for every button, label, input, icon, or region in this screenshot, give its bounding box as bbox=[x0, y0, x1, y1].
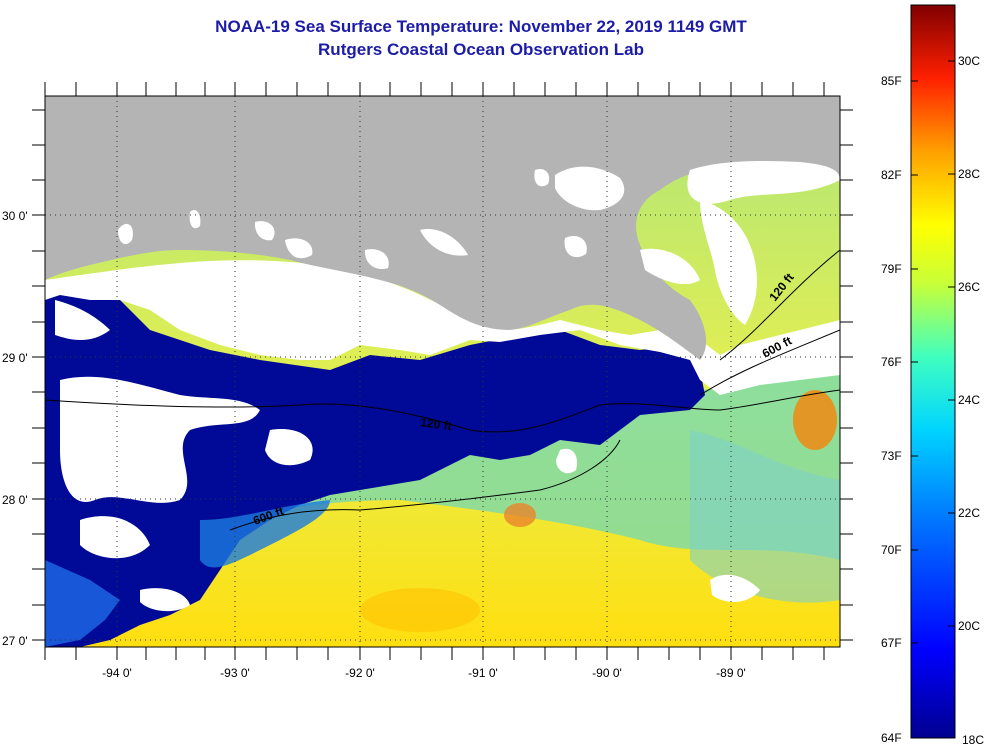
breton-sound bbox=[700, 200, 757, 325]
map-title: NOAA-19 Sea Surface Temperature: Novembe… bbox=[215, 17, 747, 36]
contour-600ft-south bbox=[229, 439, 621, 531]
transition-zone-east bbox=[690, 430, 840, 603]
colorbar-c-20: 20C bbox=[958, 619, 981, 633]
cold-water-sw bbox=[45, 560, 120, 647]
lat-label-30: 30 0' bbox=[2, 209, 28, 223]
inland-lake-mid bbox=[254, 221, 275, 241]
inland-lake-center bbox=[364, 249, 389, 270]
lat-label-29: 29 0' bbox=[2, 351, 28, 365]
lat-label-28: 28 0' bbox=[2, 493, 28, 507]
land-louisiana bbox=[45, 96, 840, 360]
lon-label-94: -94 0' bbox=[102, 666, 132, 680]
colorbar-c-28: 28C bbox=[958, 167, 981, 181]
map-frame bbox=[44, 95, 841, 648]
tick-marks bbox=[32, 82, 853, 660]
lon-label-93: -93 0' bbox=[220, 666, 250, 680]
contour-120ft-east bbox=[719, 249, 840, 361]
colorbar-f-85: 85F bbox=[881, 74, 902, 88]
colorbar-c-24: 24C bbox=[958, 393, 981, 407]
colorbar-f-67: 67F bbox=[881, 636, 902, 650]
colorbar bbox=[910, 4, 956, 739]
transition-zone bbox=[45, 375, 840, 580]
lake-pontchartrain bbox=[555, 166, 625, 211]
cloud-patch-s bbox=[140, 588, 190, 612]
colorbar-f-82: 82F bbox=[881, 168, 902, 182]
contour-120ft-west bbox=[45, 389, 840, 433]
colorbar-f-73: 73F bbox=[881, 449, 902, 463]
colorbar-f-64: 64F bbox=[881, 731, 902, 745]
cloud-patch-sw bbox=[80, 516, 150, 559]
cloud-band-north bbox=[45, 260, 840, 395]
lon-label-89: -89 0' bbox=[716, 666, 746, 680]
inland-lake-west bbox=[189, 209, 201, 229]
graticule bbox=[45, 96, 840, 647]
cloud-patch-se bbox=[710, 574, 760, 602]
cloud-patch-nw bbox=[55, 300, 110, 340]
colorbar-c-30: 30C bbox=[958, 54, 981, 68]
contour-600ft-east bbox=[699, 329, 840, 396]
lake-maurepas bbox=[534, 168, 550, 187]
contour-label-120ft-mid: 120 ft bbox=[420, 415, 453, 433]
lon-label-91: -91 0' bbox=[468, 666, 498, 680]
lon-label-92: -92 0' bbox=[345, 666, 375, 680]
sabine-lake bbox=[118, 223, 133, 245]
cloud-patch-center bbox=[556, 448, 578, 474]
colorbar-c-18: 18C bbox=[962, 733, 985, 747]
warm-spot-mid bbox=[504, 503, 536, 527]
white-lake bbox=[420, 229, 468, 256]
colorbar-c-26: 26C bbox=[958, 280, 981, 294]
colorbar-f-70: 70F bbox=[881, 543, 902, 557]
warm-band-south bbox=[360, 588, 480, 632]
cold-tongue bbox=[200, 500, 330, 568]
barataria-marsh bbox=[640, 248, 700, 285]
calcasieu-lake bbox=[285, 238, 313, 259]
lon-label-90: -90 0' bbox=[592, 666, 622, 680]
cloud-patch-west bbox=[60, 376, 260, 503]
warm-spot-east bbox=[793, 390, 837, 450]
colorbar-c-22: 22C bbox=[958, 506, 981, 520]
lat-label-27: 27 0' bbox=[2, 634, 28, 648]
colorbar-f-79: 79F bbox=[881, 262, 902, 276]
colorbar-ticks bbox=[911, 60, 955, 644]
mississippi-sound bbox=[687, 160, 840, 204]
colorbar-f-76: 76F bbox=[881, 355, 902, 369]
map-subtitle: Rutgers Coastal Ocean Observation Lab bbox=[318, 40, 644, 59]
inland-lake-east bbox=[564, 235, 587, 258]
map-area bbox=[45, 96, 840, 647]
cloud-patch-mid bbox=[265, 429, 313, 466]
